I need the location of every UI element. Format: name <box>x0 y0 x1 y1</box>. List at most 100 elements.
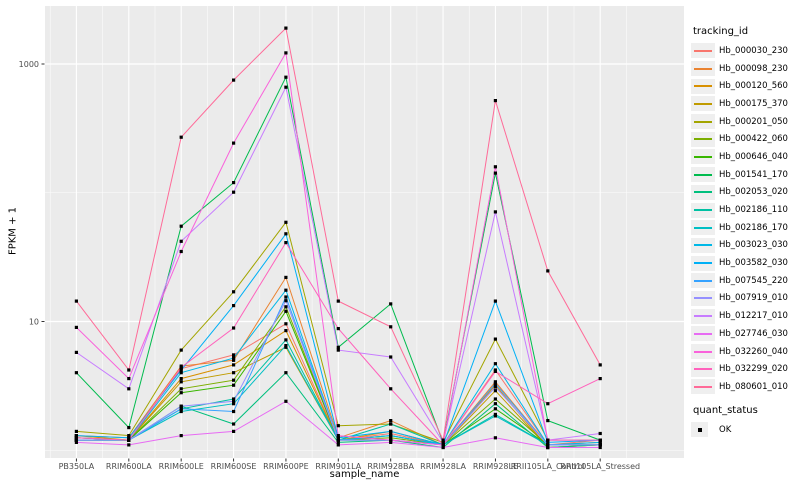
legend-line-swatch <box>694 226 712 229</box>
data-point <box>179 368 183 372</box>
legend-line-swatch <box>694 173 712 176</box>
legend-item-Hb_007545_220: Hb_007545_220 <box>691 272 799 290</box>
data-point <box>179 380 183 384</box>
legend-key <box>691 61 715 77</box>
data-point <box>336 345 340 349</box>
data-point <box>232 383 236 387</box>
data-point <box>493 414 497 418</box>
legend-key <box>691 237 715 253</box>
legend-key <box>691 184 715 200</box>
data-point <box>232 304 236 308</box>
data-point <box>179 371 183 375</box>
data-point <box>546 445 550 450</box>
x-tick-label: RRII105LA_Control <box>511 462 585 471</box>
data-point <box>441 440 445 444</box>
data-point <box>127 426 131 430</box>
legend-item-Hb_032260_040: Hb_032260_040 <box>691 343 799 361</box>
data-point <box>493 369 497 373</box>
data-point <box>336 440 340 444</box>
data-point <box>284 345 288 349</box>
data-point <box>127 443 131 447</box>
x-tick-label: RRIM600PE <box>263 462 309 471</box>
data-point <box>232 353 236 357</box>
legend-item-Hb_002186_110: Hb_002186_110 <box>691 201 799 219</box>
data-point <box>232 78 236 82</box>
data-point <box>232 397 236 401</box>
legend-item-Hb_001541_170: Hb_001541_170 <box>691 166 799 184</box>
square-point-icon <box>698 428 702 432</box>
data-point <box>336 327 340 331</box>
legend-line-swatch <box>694 368 712 371</box>
data-point <box>493 99 497 103</box>
data-point <box>232 422 236 426</box>
legend-line-swatch <box>694 315 712 318</box>
legend-label: Hb_000175_370 <box>719 98 788 109</box>
legend-item-Hb_000646_040: Hb_000646_040 <box>691 148 799 166</box>
data-point <box>389 436 393 440</box>
data-point <box>336 424 340 428</box>
data-point <box>284 371 288 375</box>
data-point <box>284 26 288 30</box>
data-point <box>284 295 288 299</box>
legend-label: Hb_000201_050 <box>719 116 788 127</box>
legend-item-Hb_000175_370: Hb_000175_370 <box>691 95 799 113</box>
y-tick-label: 10 <box>29 318 39 327</box>
legend-label: Hb_032299_020 <box>719 364 788 375</box>
legend-item-Hb_027746_030: Hb_027746_030 <box>691 325 799 343</box>
legend-label: Hb_001541_170 <box>719 169 788 180</box>
data-point <box>179 387 183 391</box>
legend-item-Hb_000120_560: Hb_000120_560 <box>691 77 799 95</box>
legend-label: Hb_027746_030 <box>719 328 788 339</box>
data-point <box>493 210 497 214</box>
x-tick-label: RRIM600SE <box>211 462 257 471</box>
x-tick-label: RRIM928LA <box>420 462 466 471</box>
legend-item-Hb_000422_060: Hb_000422_060 <box>691 130 799 148</box>
data-point <box>493 436 497 440</box>
data-point <box>127 387 131 391</box>
legend-key <box>691 255 715 271</box>
legend-key <box>691 326 715 342</box>
legend-item-Hb_007919_010: Hb_007919_010 <box>691 290 799 308</box>
data-point <box>74 440 78 444</box>
legend-line-swatch <box>694 85 712 88</box>
legend: tracking_id Hb_000030_230 Hb_000098_230 Hb… <box>691 26 799 438</box>
data-point <box>598 431 602 436</box>
data-point <box>546 440 550 444</box>
legend-label: Hb_007545_220 <box>719 275 788 286</box>
data-point <box>74 436 78 440</box>
data-point <box>74 325 78 329</box>
data-point <box>389 429 393 433</box>
data-point <box>389 419 393 423</box>
data-point <box>389 302 393 306</box>
data-point <box>284 241 288 245</box>
data-point <box>232 402 236 406</box>
legend-key <box>691 202 715 218</box>
x-tick-label: RRIM928BA <box>367 462 414 471</box>
data-point <box>389 355 393 359</box>
data-point <box>179 224 183 228</box>
data-point <box>389 387 393 391</box>
legend-key <box>691 96 715 112</box>
data-point <box>284 322 288 326</box>
legend-line-swatch <box>694 332 712 335</box>
data-point <box>284 220 288 224</box>
data-point <box>284 305 288 309</box>
legend-key <box>691 361 715 377</box>
legend-label: Hb_080601_010 <box>719 381 788 392</box>
legend-item-Hb_002053_020: Hb_002053_020 <box>691 184 799 202</box>
data-point <box>179 348 183 352</box>
data-point <box>493 402 497 406</box>
legend-line-swatch <box>694 209 712 212</box>
legend-key <box>691 114 715 130</box>
legend-line-swatch <box>694 279 712 282</box>
data-point <box>74 299 78 303</box>
data-point <box>179 249 183 254</box>
legend-item-Hb_003582_030: Hb_003582_030 <box>691 254 799 272</box>
data-point <box>336 436 340 440</box>
legend-line-swatch <box>694 350 712 353</box>
x-tick-label: RRIM928LE <box>473 462 518 471</box>
data-point <box>493 362 497 366</box>
data-point <box>493 381 497 386</box>
data-point <box>389 325 393 329</box>
legend-label: OK <box>719 424 732 435</box>
